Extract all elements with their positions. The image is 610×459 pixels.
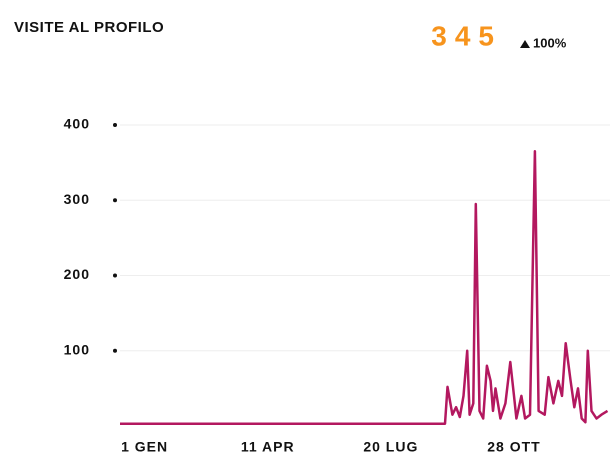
x-tick-label: 20 LUG: [363, 439, 418, 455]
y-tick-label: 200: [64, 266, 90, 282]
x-tick-label: 1 GEN: [121, 439, 168, 455]
change-label: 100%: [533, 35, 567, 50]
up-arrow-icon: [520, 40, 530, 48]
x-tick-label: 28 OTT: [487, 439, 540, 455]
total-value: 345: [431, 20, 502, 51]
y-tick-mark: [113, 273, 117, 278]
y-tick-mark: [113, 198, 117, 203]
y-tick-label: 400: [64, 116, 90, 132]
chart-title: VISITE AL PROFILO: [14, 19, 164, 36]
y-tick-label: 300: [64, 191, 90, 207]
x-tick-label: 11 APR: [241, 439, 295, 455]
line-series: [120, 150, 609, 425]
y-tick-mark: [113, 348, 117, 353]
y-tick-label: 100: [64, 341, 90, 357]
y-tick-mark: [113, 123, 117, 127]
